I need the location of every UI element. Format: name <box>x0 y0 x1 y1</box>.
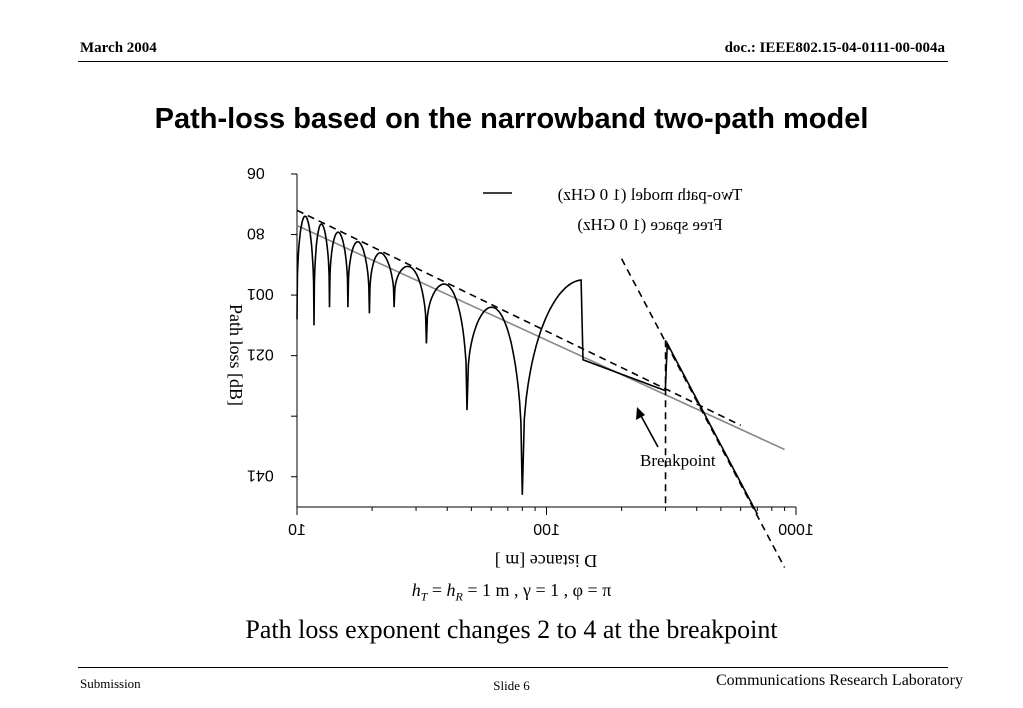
breakpoint-arrow <box>639 413 659 448</box>
header-rule <box>78 61 948 62</box>
x-tick-label-1000: 1000 <box>778 522 814 539</box>
y-tick-label-110: 001 <box>247 285 274 302</box>
chart-series <box>296 209 786 568</box>
x-tick-label-10: 10 <box>288 522 306 539</box>
x-tick-label-100: 100 <box>533 522 560 539</box>
footer-rule <box>78 667 948 668</box>
legend-entry-2: Free space (1 0 GHz) <box>577 215 722 234</box>
legend-entry-1: Two-path model (1 0 GHz) <box>558 185 743 204</box>
y-axis-label: Path loss [dB] <box>226 304 246 406</box>
slide-caption: Path loss exponent changes 2 to 4 at the… <box>245 615 778 644</box>
y-tick-label-120: 021 <box>247 346 274 363</box>
asymptote-n4-dashed-line <box>620 258 786 568</box>
y-tick-label-140: 041 <box>247 467 274 484</box>
model-parameters: hT = hR = 1 m , γ = 1 , φ = π <box>411 580 612 604</box>
header-doc-id: doc.: IEEE802.15-04-0111-00-004a <box>724 40 945 56</box>
chart-ticks <box>291 173 797 515</box>
param-h-r: hR <box>446 580 463 604</box>
footer-slide-number: Slide 6 <box>493 678 530 693</box>
x-axis-label: D istance [m ] <box>495 551 597 571</box>
two-path-curve <box>296 215 759 515</box>
footer-submission: Submission <box>80 676 141 691</box>
chart-labels: 06 80 001 021 041 10 100 1000 Breakpoint Two-path… <box>226 164 814 571</box>
param-h-t: hT <box>411 580 428 604</box>
asymptote-n2-dashed-line <box>296 209 741 426</box>
param-values: = 1 m , γ = 1 , φ = π <box>467 580 612 600</box>
breakpoint-label: Breakpoint <box>640 451 716 470</box>
y-tick-label-100: 80 <box>247 225 265 242</box>
footer-organization: Communications Research Laboratory <box>715 672 963 689</box>
breakpoint-arrow-head <box>636 407 645 420</box>
header-date: March 2004 <box>80 40 157 56</box>
y-tick-label-90: 06 <box>247 164 265 181</box>
free-space-line <box>296 224 785 451</box>
slide-title: Path-loss based on the narrowband two-pa… <box>154 103 869 135</box>
